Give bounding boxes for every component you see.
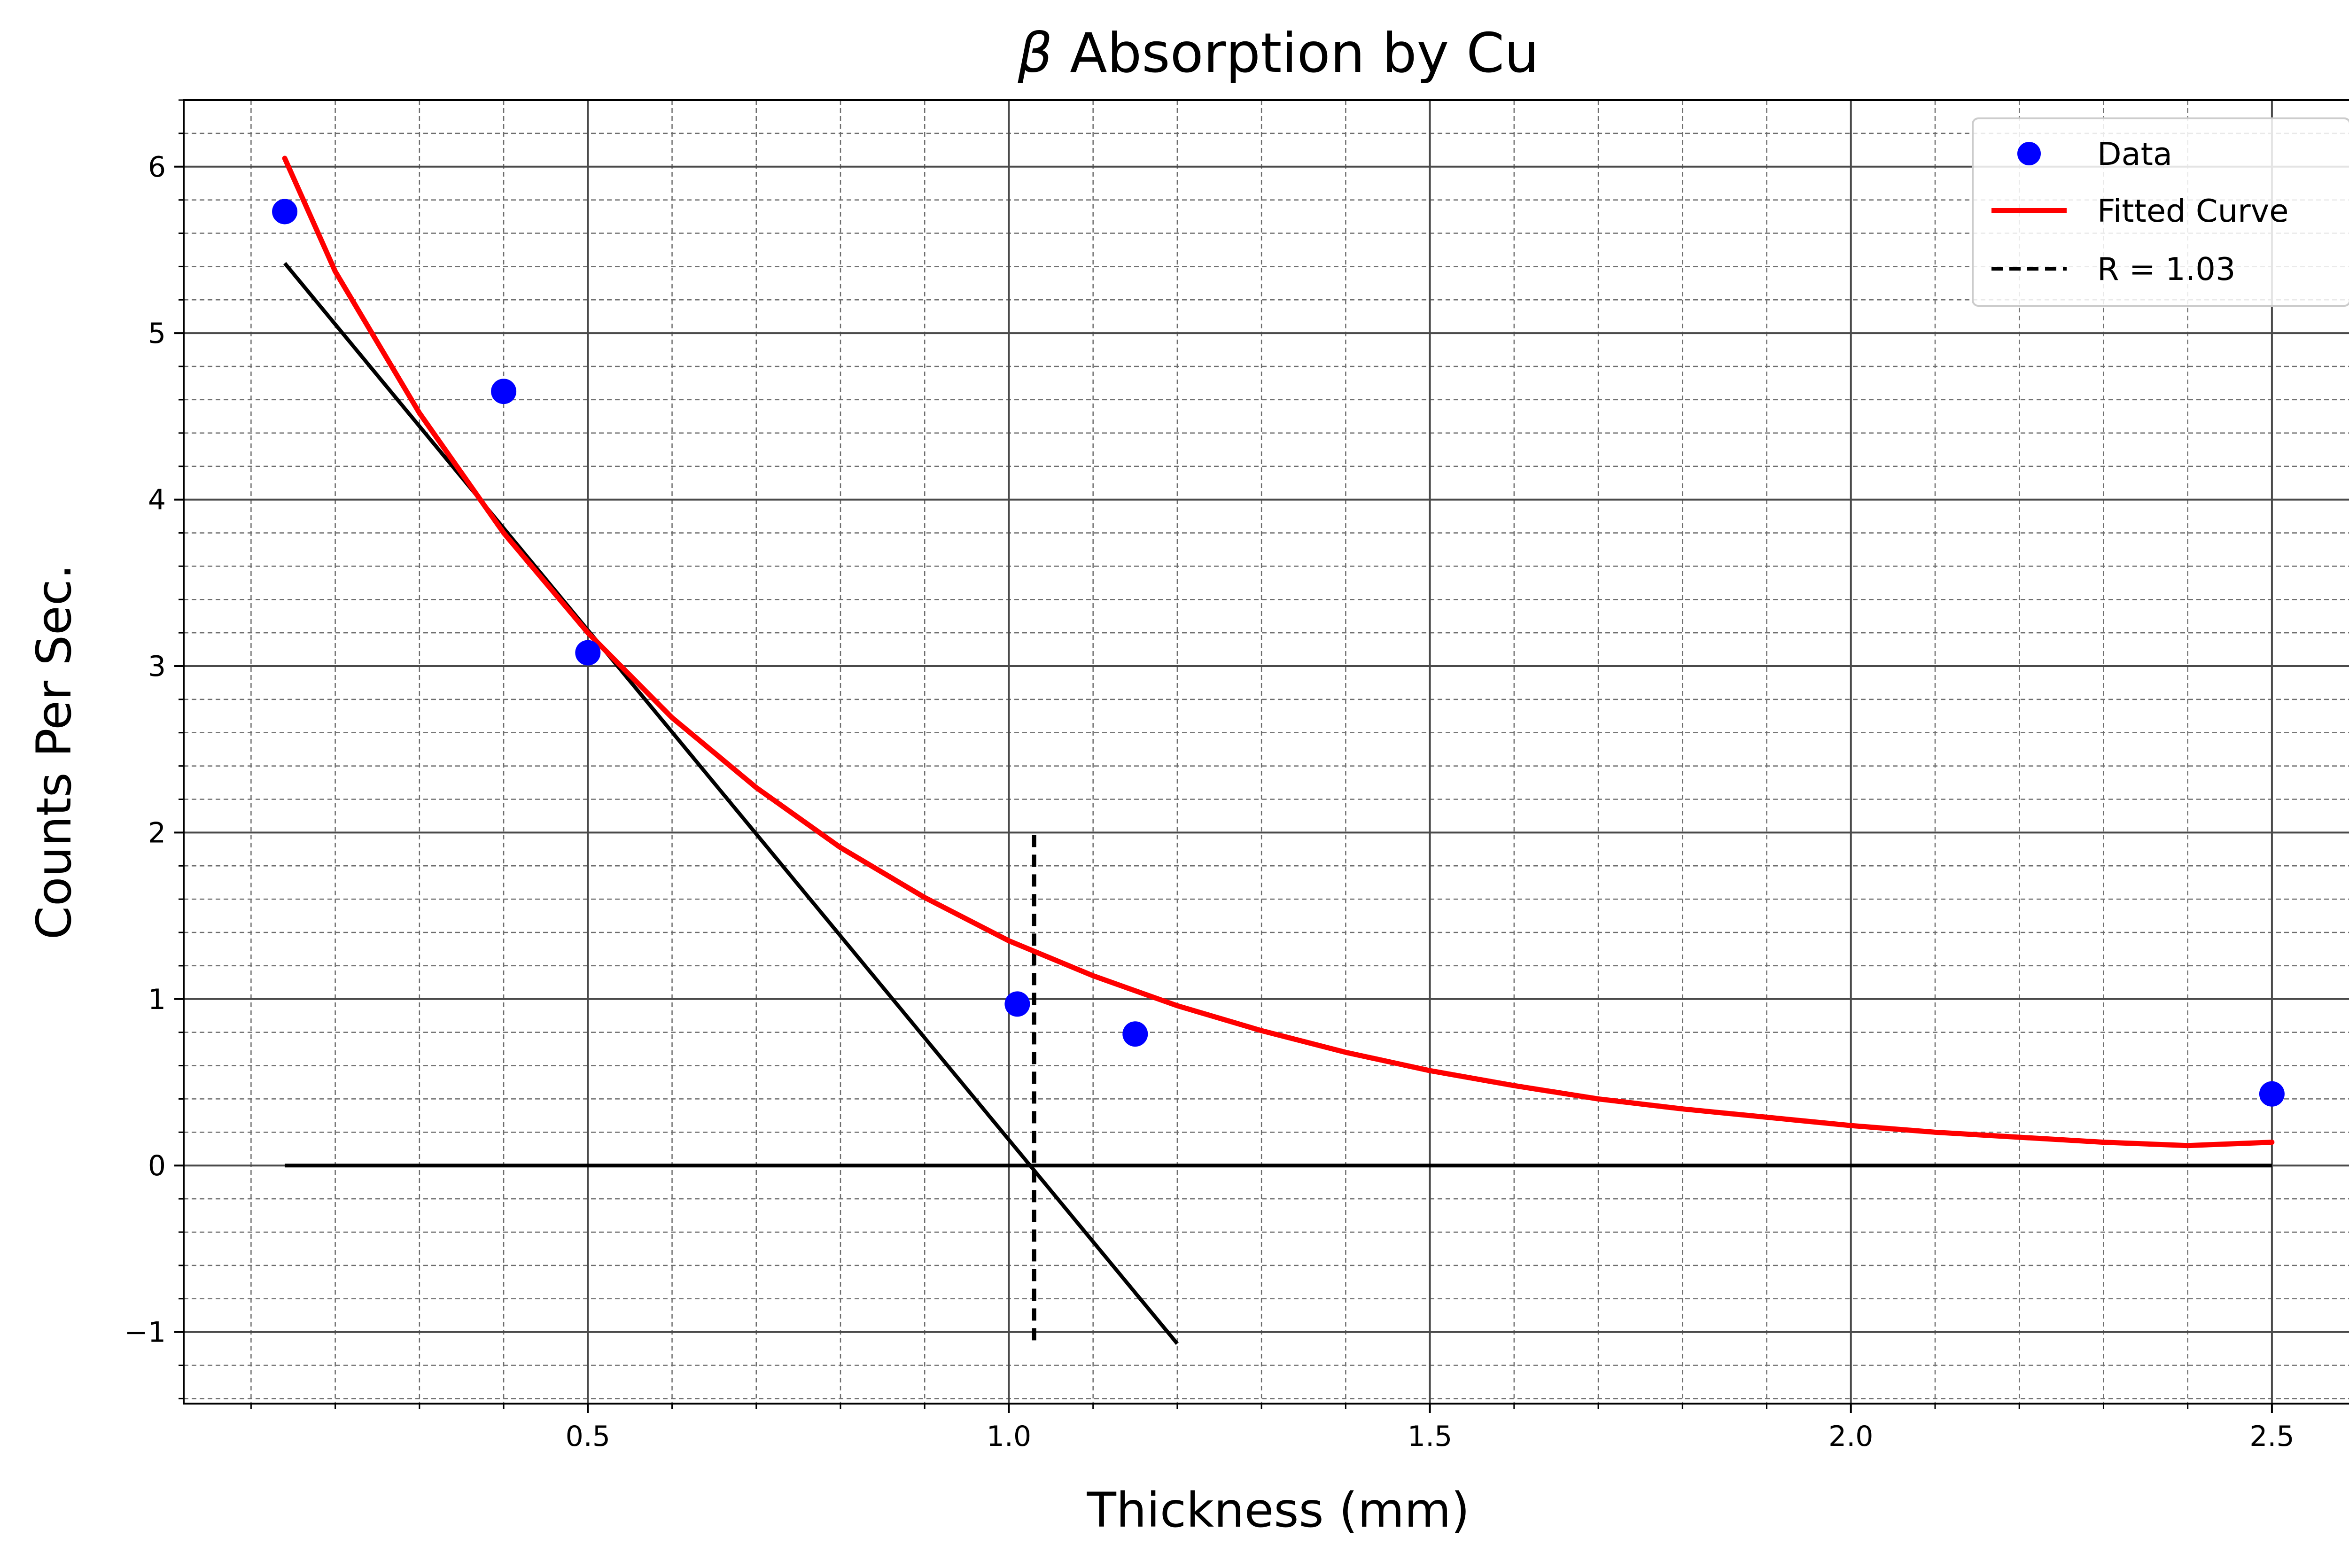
axis-ticks: [174, 99, 2273, 1413]
y-tick-label: 2: [148, 816, 166, 849]
data-point: [1004, 991, 1030, 1017]
y-tick-label: 3: [148, 650, 166, 683]
chart-title: β Absorption by Cu: [1017, 22, 1539, 85]
title-symbol: β: [1017, 22, 1052, 85]
x-tick-label: 2.0: [1828, 1420, 1873, 1453]
data-point: [491, 379, 517, 404]
data-point: [1122, 1021, 1148, 1047]
data-point: [272, 199, 298, 225]
data-point: [575, 640, 601, 666]
x-axis-title: Thickness (mm): [1087, 1483, 1470, 1538]
x-tick-label: 1.0: [987, 1420, 1031, 1453]
x-tick-label: 1.5: [1408, 1420, 1452, 1453]
legend-label-r: R = 1.03: [2097, 251, 2235, 287]
y-axis-title: Counts Per Sec.: [26, 564, 82, 939]
x-tick-label: 2.5: [2249, 1420, 2294, 1453]
tangent-line: [283, 262, 1179, 1345]
y-tick-label: 1: [148, 983, 166, 1016]
x-tick-label: 0.5: [566, 1420, 610, 1453]
y-tick-label: 6: [148, 151, 166, 184]
y-tick-label: 4: [148, 484, 166, 517]
legend-box: [1972, 117, 2349, 307]
legend-label-fit: Fitted Curve: [2097, 193, 2289, 229]
plot-series: [272, 155, 2285, 1345]
legend: Data Fitted Curve R = 1.03: [1972, 117, 2349, 307]
legend-label-data: Data: [2097, 136, 2172, 172]
title-text: Absorption by Cu: [1052, 22, 1539, 85]
grid: [184, 99, 2349, 1404]
fitted-curve: [282, 155, 2275, 1149]
legend-marker-data: [2017, 142, 2041, 165]
tick-labels: 0.5 1.0 1.5 2.0 2.5 −1 0 1 2 3 4 5 6: [124, 151, 2295, 1453]
y-tick-label: −1: [124, 1316, 166, 1349]
plot-frame: [183, 99, 2349, 1405]
data-point: [2259, 1081, 2285, 1107]
y-tick-label: 0: [148, 1149, 166, 1182]
y-tick-label: 5: [148, 317, 166, 350]
